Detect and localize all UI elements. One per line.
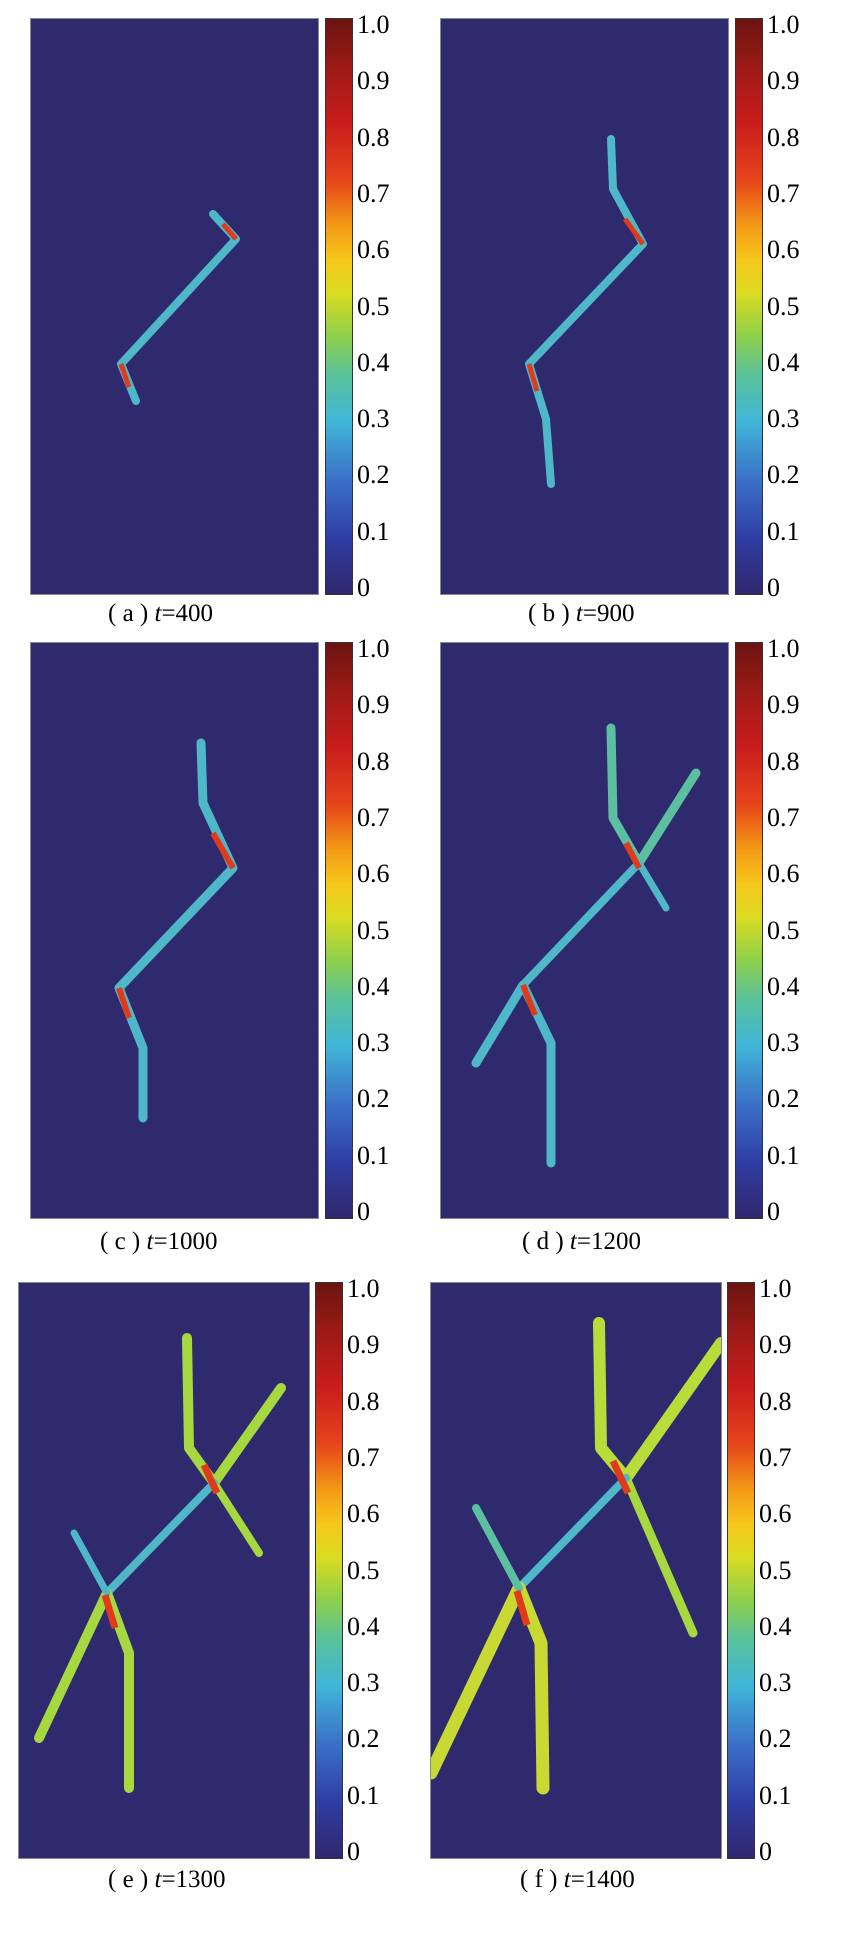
crack-plot-b [525,135,647,488]
colorbar-tick-label: 0.6 [347,1499,380,1529]
colorbar-tick-label: 0 [767,1197,780,1226]
colorbar-tick-label: 0.6 [759,1499,792,1529]
colorbar-tick-label: 1.0 [767,634,800,663]
colorbar-tick-label: 0 [357,1197,370,1226]
colorbar-tick-label: 0.5 [357,915,390,945]
caption-e: ( e ) t=1300 [108,1866,226,1893]
colorbar-tick-label: 0.1 [347,1780,380,1810]
crack-plot-e [34,1333,286,1793]
colorbar-tick-label: 0.5 [347,1555,380,1585]
colorbar-tick-label: 0.3 [759,1668,792,1698]
colorbar-tick-label: 0.3 [767,1028,800,1058]
colorbar-tick-label: 0.6 [357,859,390,889]
colorbar-tick-label: 0.9 [347,1330,380,1360]
colorbar-tick-label: 1.0 [357,634,390,663]
field-map-c [30,642,319,1219]
colorbar-tick-label: 0.1 [767,516,800,546]
caption-c: ( c ) t=1000 [100,1228,218,1255]
colorbar-tick-label: 0.3 [357,404,390,434]
colorbar-tick-label: 0.5 [767,291,800,321]
crack-plot-a [117,210,240,405]
crack-plot-f [431,1317,721,1795]
colorbar-tick-label: 0.9 [357,690,390,720]
colorbar-tick-label: 0.4 [357,971,390,1001]
crack-plot-c [114,738,238,1123]
colorbar-tick-label: 0.3 [347,1668,380,1698]
colorbar-tick-label: 0.2 [357,1084,390,1114]
colorbar-tick-label: 0.4 [347,1611,380,1641]
colorbar-a [325,18,353,595]
colorbar-e [315,1282,343,1859]
colorbar-tick-label: 0.2 [357,460,390,490]
colorbar-c [325,642,353,1219]
colorbar-tick-label: 0.7 [759,1442,792,1472]
colorbar-tick-label: 0.8 [357,746,390,776]
colorbar-tick-label: 0.7 [357,178,390,208]
field-map-e [18,1282,310,1859]
colorbar-tick-label: 0.9 [759,1330,792,1360]
colorbar-tick-label: 0.5 [767,915,800,945]
colorbar-tick-label: 0.8 [347,1386,380,1416]
colorbar-tick-label: 0 [759,1837,772,1866]
colorbar-tick-label: 0.4 [767,971,800,1001]
colorbar-tick-label: 0.7 [357,802,390,832]
colorbar-tick-label: 0.2 [767,460,800,490]
colorbar-tick-label: 0.7 [767,802,800,832]
colorbar-tick-label: 1.0 [767,10,800,39]
colorbar-tick-label: 0.8 [759,1386,792,1416]
colorbar-tick-label: 0.8 [767,746,800,776]
colorbar-tick-label: 0.7 [347,1442,380,1472]
caption-b: ( b ) t=900 [528,600,635,627]
colorbar-tick-label: 0.1 [357,1140,390,1170]
colorbar-tick-label: 0.1 [759,1780,792,1810]
colorbar-d [735,642,763,1219]
colorbar-tick-label: 0.7 [767,178,800,208]
caption-d: ( d ) t=1200 [522,1228,641,1255]
colorbar-tick-label: 0.1 [767,1140,800,1170]
colorbar-tick-label: 1.0 [357,10,390,39]
field-map-b [440,18,729,595]
field-map-d [440,642,729,1219]
colorbar-tick-label: 0.2 [347,1724,380,1754]
colorbar-tick-label: 1.0 [759,1274,792,1303]
colorbar-tick-label: 0.5 [759,1555,792,1585]
colorbar-tick-label: 0 [767,573,780,602]
colorbar-tick-label: 0.3 [767,404,800,434]
colorbar-f [727,1282,755,1859]
field-map-f [430,1282,722,1859]
colorbar-tick-label: 0.4 [759,1611,792,1641]
colorbar-tick-label: 0.3 [357,1028,390,1058]
colorbar-tick-label: 0 [347,1837,360,1866]
colorbar-tick-label: 0.5 [357,291,390,321]
colorbar-tick-label: 0.1 [357,516,390,546]
colorbar-b [735,18,763,595]
colorbar-tick-label: 0.6 [767,859,800,889]
colorbar-tick-label: 0.9 [767,66,800,96]
caption-a: ( a ) t=400 [108,600,214,627]
colorbar-tick-label: 0.8 [767,122,800,152]
colorbar-tick-label: 0.4 [767,347,800,377]
crack-plot-d [471,723,701,1168]
colorbar-tick-label: 0.9 [767,690,800,720]
colorbar-tick-label: 0.9 [357,66,390,96]
colorbar-tick-label: 0.2 [759,1724,792,1754]
colorbar-tick-label: 1.0 [347,1274,380,1303]
colorbar-tick-label: 0.2 [767,1084,800,1114]
colorbar-tick-label: 0.6 [357,235,390,265]
field-map-a [30,18,319,595]
colorbar-tick-label: 0.8 [357,122,390,152]
colorbar-tick-label: 0.4 [357,347,390,377]
colorbar-tick-label: 0 [357,573,370,602]
colorbar-tick-label: 0.6 [767,235,800,265]
caption-f: ( f ) t=1400 [520,1866,635,1893]
